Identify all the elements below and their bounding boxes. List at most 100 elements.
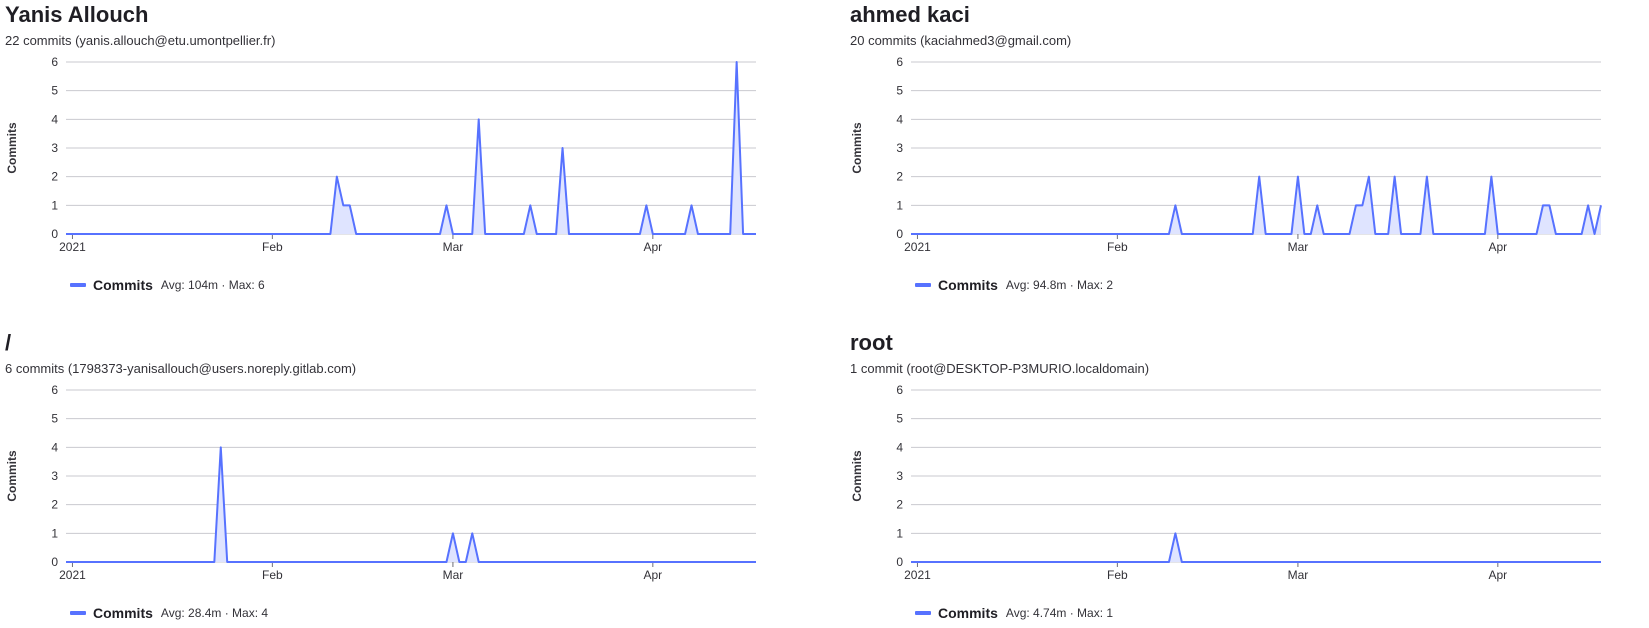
- author-commit-summary: 22 commits (yanis.allouch@etu.umontpelli…: [5, 33, 276, 48]
- series-line: [911, 532, 1601, 563]
- x-tick-label: 2021: [59, 240, 86, 254]
- series-line: [66, 61, 756, 235]
- series-area: [911, 533, 1601, 562]
- y-axis-label: Commits: [5, 450, 19, 502]
- x-tick-label: Feb: [262, 568, 283, 582]
- legend-series-name: Commits: [93, 277, 153, 293]
- y-tick-label: 1: [51, 526, 58, 540]
- y-tick-label: 3: [51, 469, 58, 483]
- y-tick-label: 5: [896, 84, 903, 98]
- y-tick-label: 3: [896, 469, 903, 483]
- y-tick-label: 4: [896, 440, 903, 454]
- data-point[interactable]: [1488, 174, 1494, 180]
- data-point[interactable]: [1353, 202, 1359, 208]
- data-point[interactable]: [560, 145, 566, 151]
- data-point[interactable]: [1172, 202, 1178, 208]
- data-point[interactable]: [1172, 530, 1178, 536]
- data-point[interactable]: [1546, 202, 1552, 208]
- y-tick-label: 6: [896, 383, 903, 397]
- author-commit-summary: 20 commits (kaciahmed3@gmail.com): [850, 33, 1072, 48]
- data-point[interactable]: [1540, 202, 1546, 208]
- data-point[interactable]: [1585, 202, 1591, 208]
- legend-series-name: Commits: [93, 605, 153, 621]
- y-axis-label: Commits: [5, 122, 19, 174]
- data-point[interactable]: [1598, 202, 1604, 208]
- x-tick-label: 2021: [59, 568, 86, 582]
- author-commit-summary: 1 commit (root@DESKTOP-P3MURIO.localdoma…: [850, 361, 1150, 376]
- y-tick-label: 5: [896, 412, 903, 426]
- data-point[interactable]: [1295, 174, 1301, 180]
- x-tick-label: 2021: [904, 568, 931, 582]
- y-tick-label: 3: [51, 141, 58, 155]
- legend-swatch: [915, 611, 931, 615]
- x-tick-label: Mar: [1288, 568, 1309, 582]
- data-point[interactable]: [734, 59, 740, 65]
- y-tick-label: 1: [51, 198, 58, 212]
- x-tick-label: Apr: [1488, 568, 1507, 582]
- x-tick-label: Mar: [443, 240, 464, 254]
- x-tick-label: Apr: [643, 240, 662, 254]
- data-point[interactable]: [1256, 174, 1262, 180]
- chart-legend[interactable]: Commits Avg: 104m · Max: 6: [70, 276, 265, 294]
- y-tick-label: 5: [51, 412, 58, 426]
- y-tick-label: 4: [51, 112, 58, 126]
- legend-series-name: Commits: [938, 605, 998, 621]
- x-tick-label: 2021: [904, 240, 931, 254]
- chart-legend[interactable]: Commits Avg: 4.74m · Max: 1: [915, 604, 1113, 622]
- x-tick-label: Feb: [1107, 568, 1128, 582]
- author-name: root: [850, 330, 893, 355]
- data-point[interactable]: [527, 202, 533, 208]
- x-tick-label: Apr: [643, 568, 662, 582]
- data-point[interactable]: [1366, 174, 1372, 180]
- data-point[interactable]: [1314, 202, 1320, 208]
- y-axis-label: Commits: [850, 450, 864, 502]
- x-tick-label: Apr: [1488, 240, 1507, 254]
- data-point[interactable]: [469, 530, 475, 536]
- chart-legend[interactable]: Commits Avg: 94.8m · Max: 2: [915, 276, 1113, 294]
- data-point[interactable]: [643, 202, 649, 208]
- y-tick-label: 0: [896, 555, 903, 569]
- x-tick-label: Feb: [262, 240, 283, 254]
- data-point[interactable]: [443, 202, 449, 208]
- y-tick-label: 5: [51, 84, 58, 98]
- x-tick-label: Feb: [1107, 240, 1128, 254]
- y-tick-label: 3: [896, 141, 903, 155]
- y-axis-label: Commits: [850, 122, 864, 174]
- author-panel: / 6 commits (1798373-yanisallouch@users.…: [0, 328, 810, 628]
- commits-chart: 0 1 2 3 4 5 6 Commits 2021 Feb Mar Apr: [5, 383, 756, 582]
- author-panel: Yanis Allouch 22 commits (yanis.allouch@…: [0, 0, 810, 300]
- legend-stats: Avg: 94.8m · Max: 2: [1005, 278, 1114, 292]
- data-point[interactable]: [334, 174, 340, 180]
- author-panel: ahmed kaci 20 commits (kaciahmed3@gmail.…: [845, 0, 1649, 300]
- legend-swatch: [915, 283, 931, 287]
- y-tick-label: 6: [51, 55, 58, 69]
- data-point[interactable]: [689, 202, 695, 208]
- data-point[interactable]: [476, 116, 482, 122]
- commits-chart: 0 1 2 3 4 5 6 Commits 2021 Feb Mar Apr: [850, 55, 1604, 254]
- data-point[interactable]: [1359, 202, 1365, 208]
- legend-stats: Avg: 28.4m · Max: 4: [160, 606, 269, 620]
- data-point[interactable]: [347, 202, 353, 208]
- data-point[interactable]: [1424, 174, 1430, 180]
- series-line: [66, 446, 756, 563]
- y-tick-label: 1: [896, 198, 903, 212]
- commits-chart: 0 1 2 3 4 5 6 Commits 2021 Feb Mar Apr: [5, 55, 756, 254]
- data-point[interactable]: [450, 530, 456, 536]
- legend-stats: Avg: 4.74m · Max: 1: [1005, 606, 1114, 620]
- y-tick-label: 6: [51, 383, 58, 397]
- data-point[interactable]: [340, 202, 346, 208]
- chart-legend[interactable]: Commits Avg: 28.4m · Max: 4: [70, 604, 268, 622]
- y-tick-label: 4: [896, 112, 903, 126]
- legend-swatch: [70, 611, 86, 615]
- y-tick-label: 0: [51, 555, 58, 569]
- series-line: [911, 175, 1602, 235]
- legend-series-name: Commits: [938, 277, 998, 293]
- author-name: ahmed kaci: [850, 2, 970, 27]
- y-tick-label: 0: [896, 227, 903, 241]
- commits-chart: 0 1 2 3 4 5 6 Commits 2021 Feb Mar Apr: [850, 383, 1601, 582]
- data-point[interactable]: [1392, 174, 1398, 180]
- x-tick-label: Mar: [1288, 240, 1309, 254]
- y-tick-label: 2: [896, 498, 903, 512]
- data-point[interactable]: [218, 444, 224, 450]
- legend-stats: Avg: 104m · Max: 6: [160, 278, 265, 292]
